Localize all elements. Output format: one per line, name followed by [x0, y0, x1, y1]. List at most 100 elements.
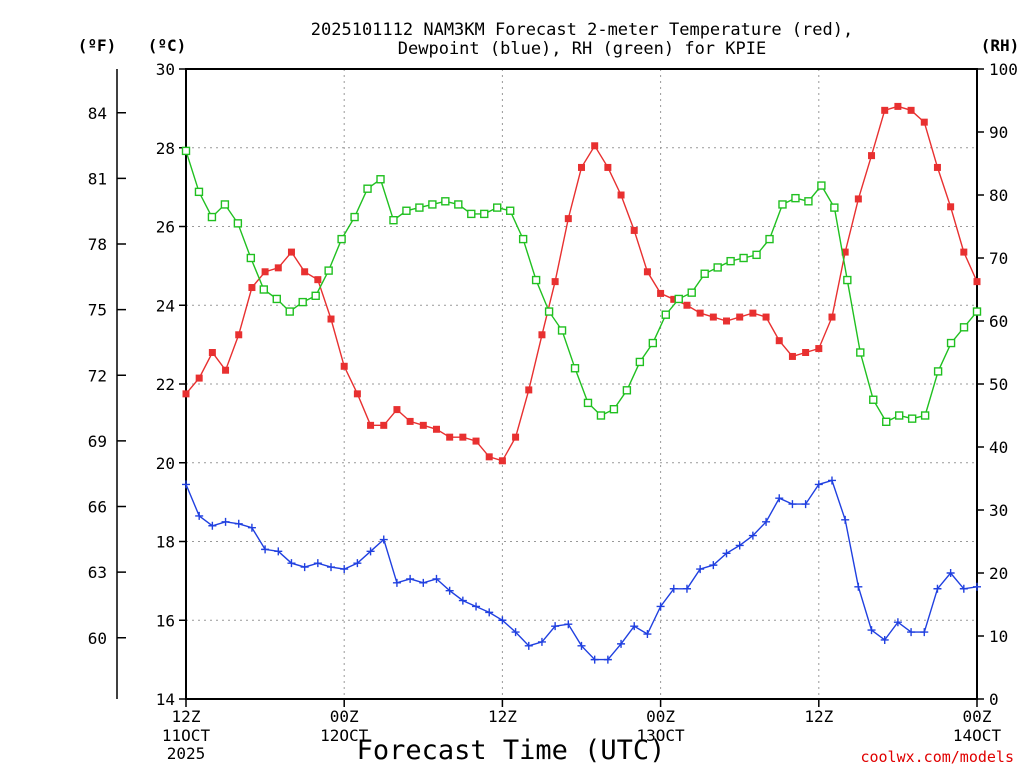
- rh-tick-label: 100: [989, 60, 1018, 79]
- rh-tick-label: 50: [989, 375, 1008, 394]
- data-point: [467, 209, 476, 219]
- x-tick-label-year: 2025: [167, 744, 206, 763]
- data-point: [472, 602, 481, 611]
- data-point: [791, 193, 800, 203]
- data-point: [544, 307, 554, 316]
- data-point: [696, 309, 704, 317]
- data-point: [480, 209, 489, 219]
- data-point: [208, 349, 216, 356]
- x-tick-label-date: 12OCT: [320, 726, 369, 745]
- data-point: [419, 578, 428, 587]
- data-point: [723, 317, 731, 325]
- data-point: [577, 641, 586, 650]
- data-point: [432, 425, 440, 433]
- data-point: [301, 268, 309, 276]
- data-point: [867, 626, 876, 635]
- data-point: [933, 584, 942, 593]
- data-point: [630, 622, 639, 631]
- data-point: [854, 582, 863, 591]
- data-point: [208, 521, 217, 530]
- data-point: [765, 234, 774, 244]
- data-point: [524, 641, 533, 650]
- data-point: [661, 310, 670, 319]
- data-point: [261, 545, 270, 554]
- data-point: [722, 549, 731, 558]
- data-point: [406, 417, 414, 425]
- data-point: [947, 203, 955, 211]
- data-point: [194, 187, 204, 197]
- rh-tick-label: 10: [989, 627, 1008, 646]
- rh-tick-label: 70: [989, 249, 1008, 268]
- data-point: [590, 655, 599, 664]
- data-point: [222, 366, 230, 374]
- x-tick-label-time: 12Z: [804, 707, 833, 726]
- series-line: [185, 105, 978, 462]
- data-point: [393, 406, 401, 414]
- data-point: [511, 628, 520, 637]
- chart-title-line-1: 2025101112 NAM3KM Forecast 2-meter Tempe…: [311, 20, 853, 40]
- data-point: [622, 386, 632, 395]
- x-tick-label-time: 00Z: [330, 707, 359, 726]
- data-point: [472, 437, 480, 445]
- data-point: [778, 200, 787, 209]
- celsius-tick-label: 16: [156, 611, 175, 630]
- data-point: [537, 637, 546, 646]
- data-point: [775, 494, 784, 503]
- data-point: [327, 315, 335, 323]
- data-point: [419, 421, 427, 429]
- data-point: [752, 250, 761, 260]
- x-tick-label-time: 12Z: [172, 707, 201, 726]
- data-point: [583, 398, 593, 408]
- data-point: [674, 294, 683, 304]
- rh-tick-label: 20: [989, 564, 1008, 583]
- data-point: [920, 118, 928, 126]
- data-point: [907, 414, 917, 423]
- data-point: [287, 559, 296, 568]
- data-point: [445, 586, 454, 595]
- data-point: [221, 517, 230, 526]
- celsius-unit-label: (ºC): [148, 36, 187, 55]
- fahrenheit-tick-label: 72: [88, 366, 107, 385]
- data-point: [960, 248, 968, 256]
- data-point: [788, 500, 797, 509]
- series-layer: [181, 102, 982, 664]
- data-point: [959, 584, 968, 593]
- data-point: [804, 197, 813, 206]
- rh-tick-label: 40: [989, 438, 1008, 457]
- data-point: [635, 357, 645, 367]
- data-point: [762, 517, 771, 526]
- data-point: [657, 289, 665, 297]
- data-point: [248, 284, 256, 292]
- data-point: [591, 142, 599, 150]
- data-point: [485, 453, 493, 461]
- rh-unit-label: (RH): [981, 36, 1020, 55]
- rh-tick-label: 0: [989, 690, 999, 709]
- data-point: [247, 523, 256, 532]
- data-point: [643, 268, 651, 276]
- data-point: [538, 331, 546, 339]
- data-point: [564, 215, 572, 223]
- x-axis-label: Forecast Time (UTC): [357, 735, 666, 766]
- data-point: [564, 620, 573, 629]
- rh-tick-label: 80: [989, 186, 1008, 205]
- data-point: [656, 602, 665, 611]
- data-point: [894, 102, 902, 110]
- data-point: [551, 622, 560, 631]
- fahrenheit-tick-label: 84: [88, 104, 107, 123]
- data-point: [815, 345, 823, 353]
- data-point: [406, 574, 415, 583]
- data-point: [415, 203, 424, 212]
- data-point: [881, 106, 889, 114]
- data-point: [604, 163, 612, 171]
- data-point: [609, 405, 619, 414]
- data-point: [669, 584, 678, 593]
- data-point: [959, 323, 969, 332]
- data-point: [726, 256, 735, 266]
- data-point: [801, 500, 810, 509]
- data-point: [856, 348, 865, 357]
- series-dewpoint: [182, 476, 981, 664]
- celsius-tick-label: 18: [156, 533, 175, 552]
- data-point: [518, 234, 528, 244]
- data-point: [367, 421, 375, 429]
- data-point: [709, 561, 718, 570]
